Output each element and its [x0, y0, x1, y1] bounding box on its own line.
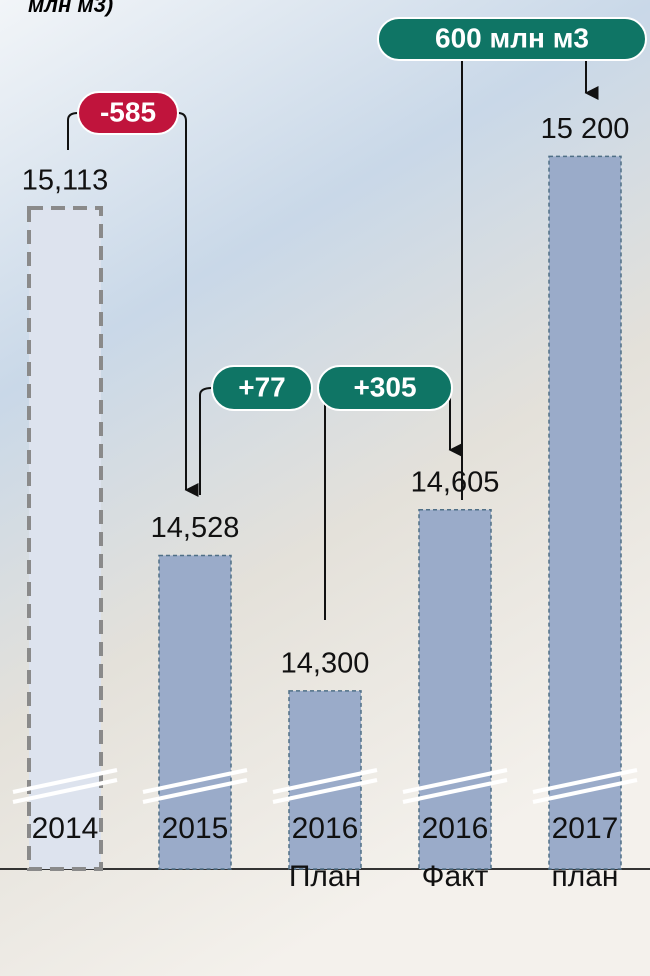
subtitle: млн м3): [28, 0, 113, 17]
axis-break: [272, 768, 378, 804]
annotation: 600 млн м3: [377, 17, 647, 61]
x-tick-label: 2015: [162, 812, 229, 845]
bar: [158, 554, 232, 870]
axis-break: [142, 768, 248, 804]
x-tick-label: 2014: [32, 812, 99, 845]
bar: [27, 206, 103, 871]
annotation-label: 600 млн м3: [435, 22, 589, 53]
annotation: +305: [317, 365, 453, 411]
bar: [548, 155, 622, 870]
value-label: 15,113: [22, 165, 109, 197]
annotation-label: +305: [353, 371, 416, 402]
bar: [418, 508, 492, 870]
x-tick-label: 2016 Факт: [422, 812, 489, 893]
value-label: 14,300: [281, 648, 370, 680]
annotation-label: +77: [238, 371, 286, 402]
axis-break: [532, 768, 638, 804]
axis-break: [402, 768, 508, 804]
annotation: +77: [211, 365, 313, 411]
x-tick-label: 2017 план: [551, 812, 618, 893]
value-label: 14,605: [411, 466, 500, 498]
value-label: 14,528: [151, 512, 240, 544]
annotation: -585: [77, 91, 179, 135]
value-label: 15 200: [541, 113, 630, 145]
annotation-label: -585: [100, 96, 156, 127]
axis-break: [12, 768, 118, 804]
x-tick-label: 2016 План: [289, 812, 361, 893]
